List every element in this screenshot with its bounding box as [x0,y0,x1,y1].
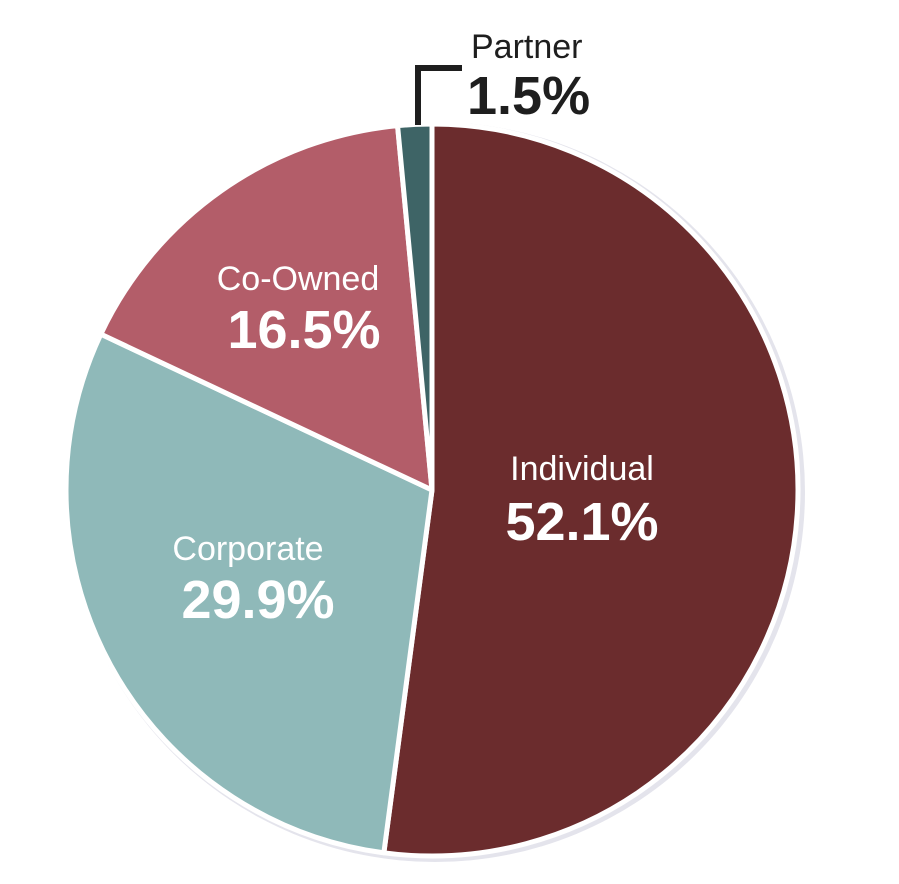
slice-label-individual: Individual [510,450,654,488]
pie-slice-corporate [63,331,435,856]
pie-slice-co-owned [98,123,435,493]
partner-callout-line [415,65,462,125]
slice-value-individual: 52.1% [505,492,658,552]
slice-label-partner: Partner [471,28,583,66]
pie-slice-individual [381,121,801,859]
slice-value-corporate: 29.9% [181,570,334,630]
slice-value-co-owned: 16.5% [227,300,380,360]
pie-slice-partner [395,121,435,493]
slice-label-corporate: Corporate [172,530,323,568]
slice-label-co-owned: Co-Owned [217,260,380,298]
pie-slices [63,121,801,859]
slice-value-partner: 1.5% [467,66,590,126]
